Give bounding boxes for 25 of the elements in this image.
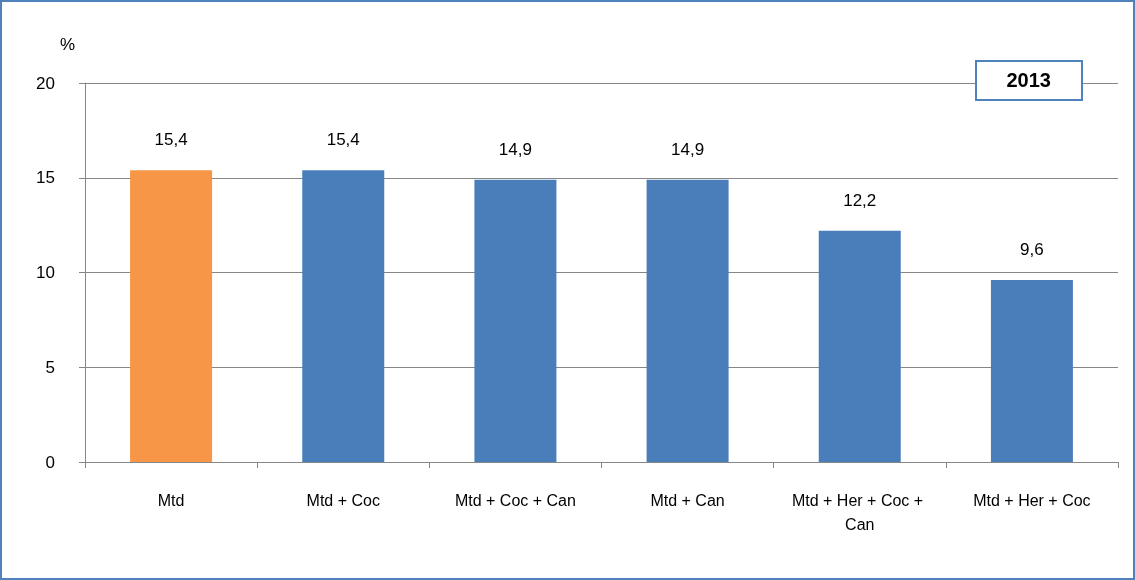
x-tick-label: Mtd + Her + Coc + Can: [791, 491, 928, 533]
bar: [302, 170, 385, 462]
y-tick-label: 0: [45, 452, 55, 472]
bar: [474, 179, 557, 462]
bar: [818, 230, 901, 462]
data-label: 14,9: [671, 139, 705, 159]
data-label: 15,4: [154, 130, 188, 150]
y-tick-label: 20: [36, 73, 55, 93]
y-axis-title: %: [59, 35, 75, 54]
y-tick-label: 5: [45, 357, 55, 377]
data-label: 15,4: [326, 130, 360, 150]
x-tick-label: Mtd + Her + Coc: [973, 491, 1091, 509]
annotation: 2013: [974, 60, 1083, 101]
bar: [990, 280, 1073, 462]
data-label: 9,6: [1020, 240, 1044, 260]
bar: [130, 170, 213, 462]
x-tick-label: Mtd: [157, 491, 185, 509]
y-tick-label: 10: [36, 263, 55, 282]
x-tick-label: Mtd + Can: [650, 491, 725, 509]
data-label: 14,9: [498, 139, 532, 159]
data-label: 12,2: [843, 190, 877, 210]
x-tick-label: Mtd + Coc: [306, 491, 380, 509]
bar: [646, 179, 729, 462]
y-tick-label: 15: [36, 168, 55, 188]
x-tick-label: Mtd + Coc + Can: [454, 491, 576, 509]
